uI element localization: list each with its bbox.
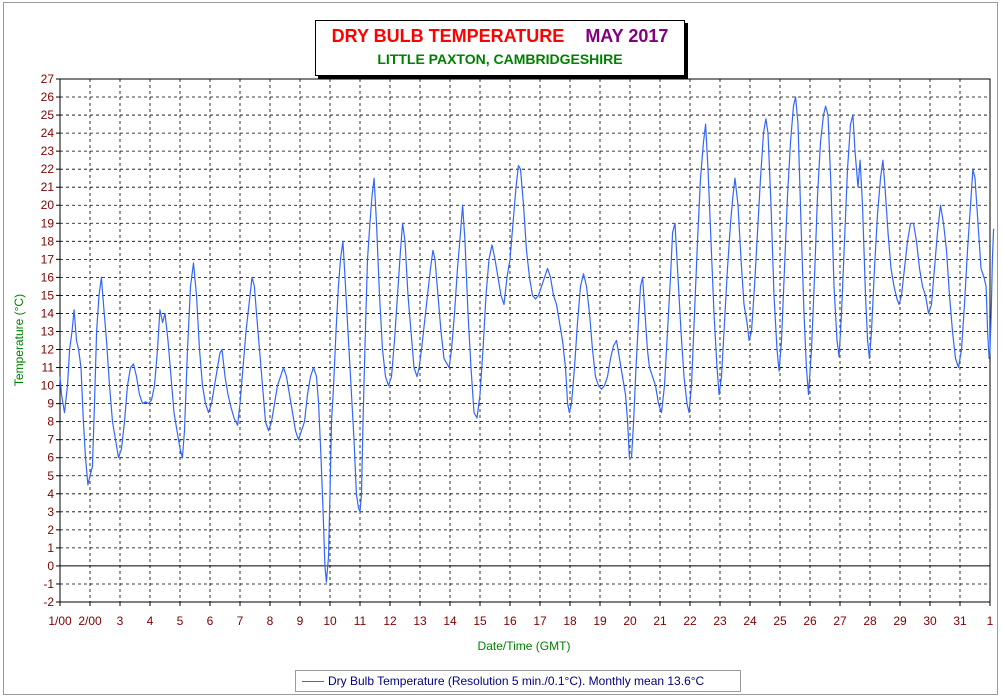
y-tick-label: 18	[41, 234, 55, 248]
y-tick-label: 4	[47, 487, 54, 501]
y-tick-label: 3	[47, 505, 54, 519]
y-tick-label: 6	[47, 451, 54, 465]
y-axis-label: Temperature (°C)	[12, 294, 26, 386]
axes	[56, 78, 991, 606]
y-tick-label: 2	[47, 523, 54, 537]
x-tick-label: 20	[623, 614, 637, 628]
x-tick-label: 24	[743, 614, 757, 628]
y-tick-label: 9	[47, 397, 54, 411]
x-tick-label: 16	[503, 614, 517, 628]
title-box: DRY BULB TEMPERATURE MAY 2017 LITTLE PAX…	[315, 20, 685, 76]
x-tick-label: 10	[323, 614, 337, 628]
x-tick-label: 5	[177, 614, 184, 628]
title-line: DRY BULB TEMPERATURE MAY 2017	[316, 26, 684, 47]
y-tick-label: 10	[41, 379, 55, 393]
y-tick-label: 15	[41, 288, 55, 302]
x-tick-label: 2/00	[78, 614, 102, 628]
y-tick-label: 1	[47, 541, 54, 555]
x-tick-label: 9	[297, 614, 304, 628]
x-axis-label: Date/Time (GMT)	[478, 639, 571, 653]
x-tick-labels: 1/00 2/00 3 4 5 6 7 8 9 10 11 12 13 14 15 16 17 18 19 20 21 2…	[48, 614, 993, 628]
x-tick-label: 29	[893, 614, 907, 628]
x-tick-label: 17	[533, 614, 547, 628]
y-tick-label: 26	[41, 90, 55, 104]
series-layer	[59, 96, 995, 583]
x-tick-label: 30	[923, 614, 937, 628]
x-tick-label: 21	[653, 614, 667, 628]
x-tick-label: 18	[563, 614, 577, 628]
legend-label: Dry Bulb Temperature (Resolution 5 min./…	[328, 674, 705, 688]
y-tick-label: 22	[41, 162, 55, 176]
x-tick-label: 4	[147, 614, 154, 628]
chart-title-month: MAY 2017	[585, 26, 669, 46]
x-tick-label: 25	[773, 614, 787, 628]
x-tick-label: 23	[713, 614, 727, 628]
y-tick-label: 13	[41, 324, 55, 338]
x-tick-label: 28	[863, 614, 877, 628]
y-tick-label: 27	[41, 72, 55, 86]
x-tick-label: 11	[354, 614, 367, 628]
x-tick-label: 26	[803, 614, 817, 628]
x-tick-label: 13	[413, 614, 427, 628]
y-tick-label: 12	[41, 343, 55, 357]
x-tick-label: 22	[683, 614, 697, 628]
y-tick-label: 0	[47, 559, 54, 573]
y-tick-label: 7	[47, 433, 54, 447]
y-tick-label: 25	[41, 108, 55, 122]
chart-title: DRY BULB TEMPERATURE	[331, 26, 565, 46]
x-tick-label: 31	[953, 614, 967, 628]
x-tick-label: 14	[443, 614, 457, 628]
y-tick-label: 5	[47, 469, 54, 483]
chart-subtitle: LITTLE PAXTON, CAMBRIDGESHIRE	[377, 51, 623, 67]
y-tick-labels: -2-1012345678910111213141516171819202122…	[41, 72, 55, 609]
x-tick-label: 1/00	[48, 614, 72, 628]
x-tick-label: 3	[117, 614, 124, 628]
x-tick-label: 27	[833, 614, 847, 628]
x-tick-label: 6	[207, 614, 214, 628]
y-tick-label: 20	[41, 198, 55, 212]
y-tick-label: 19	[41, 216, 55, 230]
y-tick-label: 8	[47, 415, 54, 429]
legend: Dry Bulb Temperature (Resolution 5 min./…	[295, 670, 741, 692]
chart-frame	[3, 2, 998, 695]
x-tick-label: 1	[987, 614, 994, 628]
y-tick-label: 16	[41, 270, 55, 284]
y-tick-label: 11	[42, 361, 55, 375]
y-tick-label: 17	[41, 252, 55, 266]
series-line-dry-bulb-temperature	[59, 96, 995, 583]
y-tick-label: -1	[43, 577, 54, 591]
y-tick-label: 21	[41, 180, 55, 194]
legend-swatch	[302, 681, 324, 682]
y-tick-label: 24	[41, 126, 55, 140]
y-tick-label: -2	[43, 595, 54, 609]
y-tick-label: 14	[41, 306, 55, 320]
x-tick-label: 19	[593, 614, 607, 628]
x-tick-label: 7	[237, 614, 244, 628]
x-tick-label: 12	[383, 614, 397, 628]
x-tick-label: 15	[473, 614, 487, 628]
y-tick-label: 23	[41, 144, 55, 158]
x-tick-label: 8	[267, 614, 274, 628]
